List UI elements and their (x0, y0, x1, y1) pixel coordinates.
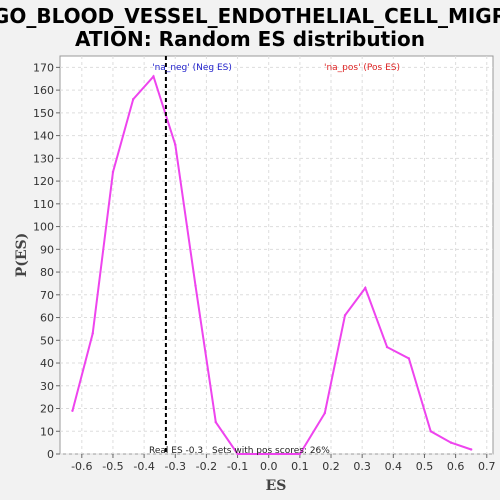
data-point (276, 452, 280, 456)
data-point (194, 284, 197, 287)
data-point (214, 420, 217, 424)
x-tick-label: 0.5 (416, 460, 434, 473)
x-tick-label: -0.6 (71, 460, 92, 473)
data-point (323, 411, 326, 415)
data-point (71, 409, 74, 412)
y-tick-label: 70 (40, 289, 54, 302)
chart-title-line-2: ATION: Random ES distribution (75, 27, 425, 51)
x-axis: -0.6 -0.5 -0.4 -0.3 -0.2 -0.1 0.0 0.1 0.2 0.3 0.4 0… (71, 454, 496, 473)
y-axis-label: P(ES) (14, 233, 30, 278)
chart-title-line-1: GO_BLOOD_VESSEL_ENDOTHELIAL_CELL_MIGR (0, 4, 500, 28)
neg-es-label: 'na_neg' (Neg ES) (152, 63, 232, 73)
data-point (132, 98, 135, 101)
data-point (469, 448, 473, 451)
x-tick-label: 0.6 (447, 460, 465, 473)
data-point (236, 452, 239, 456)
y-tick-label: 110 (33, 198, 54, 211)
series-layer (71, 74, 473, 456)
y-tick-label: 80 (40, 266, 54, 279)
y-tick-label: 170 (33, 61, 54, 74)
y-axis: 0 10 20 30 40 50 60 70 80 90 100 110 120 130 140 150 160… (33, 61, 60, 461)
data-point (298, 452, 302, 456)
data-point (364, 286, 367, 290)
y-tick-label: 120 (33, 175, 54, 188)
grid (60, 56, 493, 455)
plot-area (59, 55, 494, 455)
y-tick-label: 0 (47, 448, 54, 461)
x-tick-label: -0.3 (165, 460, 186, 473)
y-tick-label: 130 (33, 152, 54, 165)
y-tick-label: 160 (33, 84, 54, 97)
x-tick-label: 0.1 (291, 460, 309, 473)
y-tick-label: 60 (40, 312, 54, 325)
y-tick-label: 50 (40, 334, 54, 347)
data-point (407, 357, 411, 360)
x-tick-label: 0.0 (260, 460, 278, 473)
data-point (152, 75, 155, 78)
y-tick-label: 140 (33, 130, 54, 143)
x-tick-label: -0.4 (133, 460, 154, 473)
x-axis-label: ES (266, 478, 287, 494)
real-es-label: Real ES -0.3 (149, 446, 203, 456)
data-point (385, 345, 389, 349)
data-point (256, 452, 260, 456)
data-point (111, 170, 115, 174)
data-point (449, 441, 453, 444)
y-tick-label: 40 (40, 357, 54, 370)
data-point (429, 430, 432, 433)
data-point (174, 143, 177, 146)
x-tick-label: -0.1 (227, 460, 248, 473)
y-tick-label: 90 (40, 243, 54, 256)
y-tick-label: 150 (33, 107, 54, 120)
y-tick-label: 30 (40, 380, 54, 393)
x-tick-label: 0.7 (478, 460, 496, 473)
data-point (91, 332, 94, 335)
x-tick-label: 0.4 (385, 460, 403, 473)
pos-scores-label: Sets with pos scores: 26% (212, 446, 330, 456)
y-tick-label: 20 (40, 403, 54, 416)
x-tick-label: 0.2 (322, 460, 340, 473)
x-tick-label: -0.5 (102, 460, 123, 473)
x-tick-label: -0.2 (196, 460, 217, 473)
y-tick-label: 100 (33, 221, 54, 234)
data-point (343, 314, 347, 317)
x-tick-label: 0.3 (353, 460, 371, 473)
pos-es-label: 'na_pos' (Pos ES) (324, 63, 400, 73)
es-distribution-line (71, 74, 472, 455)
y-tick-label: 10 (40, 425, 54, 438)
